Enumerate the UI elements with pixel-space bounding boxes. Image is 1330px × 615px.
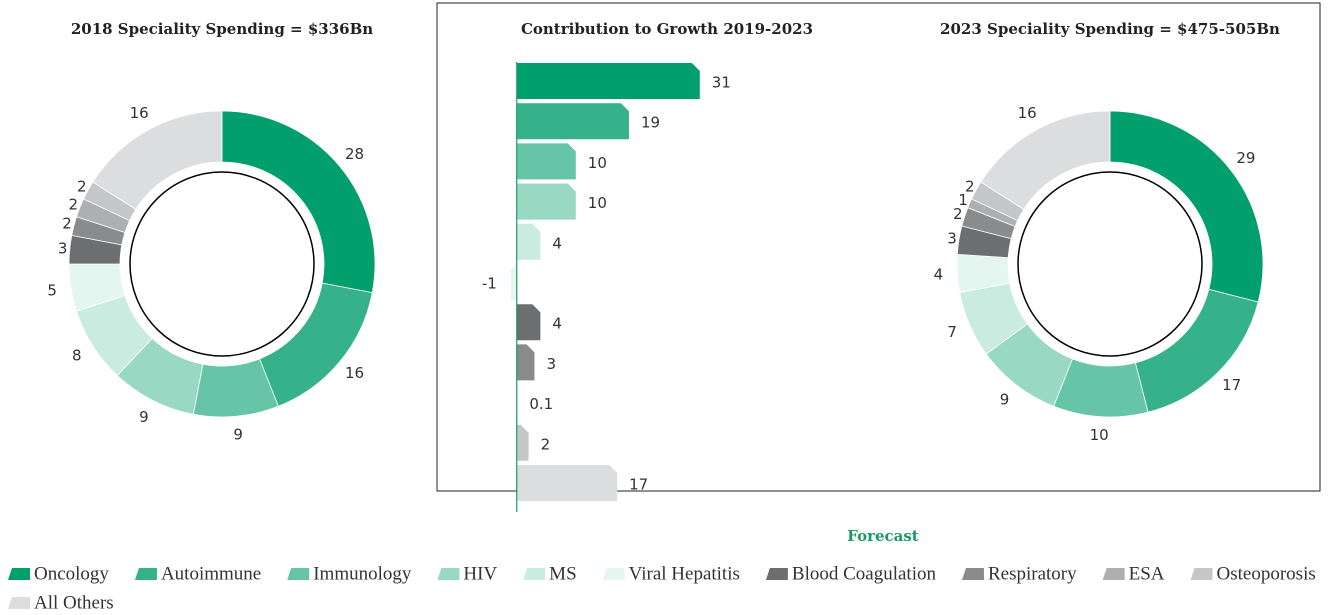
- legend-swatch: [961, 568, 984, 580]
- donut-slice: [1109, 110, 1264, 303]
- bar: [516, 63, 700, 99]
- data-label: 17: [629, 476, 648, 494]
- legend-label: Autoimmune: [161, 563, 261, 584]
- legend-label: Immunology: [313, 563, 412, 584]
- data-label: 10: [1090, 426, 1109, 444]
- data-label: 10: [588, 154, 607, 172]
- data-label: 2: [62, 215, 72, 233]
- legend-swatch: [437, 568, 460, 580]
- inner-ring: [129, 171, 315, 357]
- bar: [516, 304, 541, 341]
- donut-slice: [92, 110, 223, 210]
- bar: [516, 465, 618, 501]
- data-label: 9: [139, 408, 149, 426]
- legend-label: Viral Hepatitis: [629, 563, 740, 584]
- data-label: 2: [68, 196, 78, 214]
- donut-slice: [221, 110, 376, 294]
- data-label: 1: [958, 191, 968, 209]
- data-label: 3: [947, 229, 957, 247]
- bar: [516, 183, 576, 220]
- data-label: 4: [552, 234, 562, 252]
- data-label: 29: [1236, 149, 1255, 167]
- bar: [516, 344, 535, 381]
- data-label: 10: [588, 194, 607, 212]
- chart-title: 2018 Speciality Spending = $336Bn: [71, 20, 373, 38]
- data-label: 0.1: [529, 395, 553, 413]
- legend-label: ESA: [1129, 563, 1165, 584]
- data-label: 4: [934, 265, 944, 283]
- data-label: 3: [58, 239, 68, 257]
- data-label: 8: [72, 347, 82, 365]
- legend-swatch: [134, 568, 157, 580]
- chart-title: 2023 Speciality Spending = $475-505Bn: [940, 20, 1280, 38]
- legend-swatch: [1102, 568, 1125, 580]
- data-label: 5: [47, 281, 57, 299]
- data-label: 16: [130, 104, 149, 122]
- data-label: -1: [482, 275, 497, 293]
- donut-slice: [259, 282, 373, 407]
- data-label: 2: [953, 205, 963, 223]
- data-label: 19: [641, 114, 660, 132]
- legend-label: Blood Coagulation: [792, 563, 937, 584]
- legend-swatch: [287, 568, 310, 580]
- panel-frame: [436, 2, 1321, 492]
- bar: [516, 223, 541, 260]
- bar: [516, 143, 576, 180]
- data-label: 16: [345, 364, 364, 382]
- data-label: 2: [77, 177, 87, 195]
- data-label: 7: [947, 323, 957, 341]
- legend-swatch: [8, 568, 30, 580]
- data-label: 31: [712, 74, 731, 92]
- data-label: 4: [552, 315, 562, 333]
- data-label: 9: [1000, 390, 1010, 408]
- data-label: 16: [1018, 104, 1037, 122]
- legend-swatch: [1190, 568, 1213, 580]
- data-label: 2: [965, 177, 975, 195]
- legend-swatch: [602, 568, 625, 580]
- legend-label: HIV: [463, 563, 497, 584]
- legend-swatch: [8, 597, 30, 609]
- legend-label: All Others: [34, 592, 114, 613]
- annotation: Forecast: [847, 527, 919, 545]
- bar: [516, 424, 529, 461]
- legend-label: Osteoporosis: [1217, 563, 1316, 584]
- legend-swatch: [765, 568, 788, 580]
- bar: [510, 264, 517, 300]
- data-label: 3: [546, 355, 556, 373]
- legend-label: Oncology: [34, 563, 109, 584]
- inner-ring: [1017, 171, 1203, 357]
- legend-swatch: [523, 568, 546, 580]
- legend-label: MS: [549, 563, 576, 584]
- data-label: 9: [233, 426, 243, 444]
- bar: [516, 103, 629, 140]
- data-label: 28: [345, 145, 364, 163]
- data-label: 2: [541, 435, 551, 453]
- chart-title: Contribution to Growth 2019-2023: [521, 20, 813, 38]
- legend-label: Respiratory: [988, 563, 1077, 584]
- donut-slice: [980, 110, 1111, 210]
- data-label: 17: [1222, 376, 1241, 394]
